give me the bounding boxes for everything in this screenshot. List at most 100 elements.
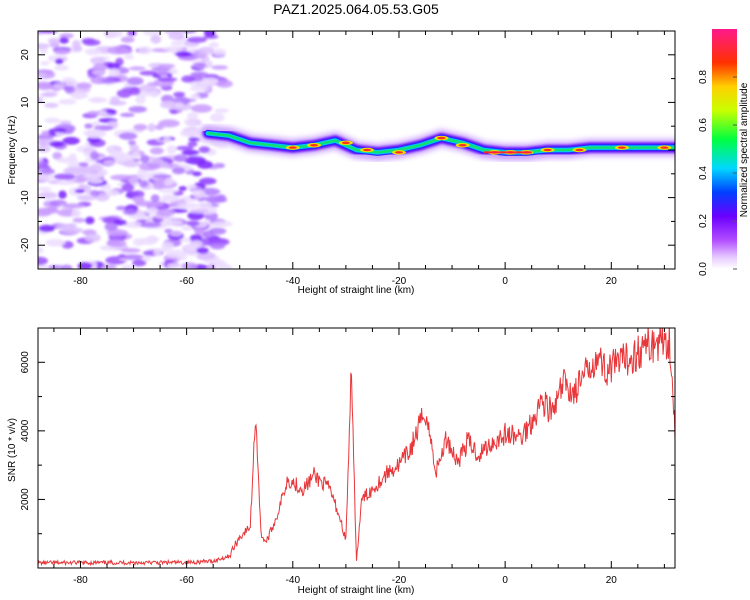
- noise-blob: [44, 117, 61, 124]
- noise-blob: [147, 123, 156, 132]
- noise-blob: [120, 36, 135, 43]
- noise-blob: [59, 120, 72, 126]
- noise-blob: [154, 124, 164, 130]
- noise-blob: [77, 262, 93, 269]
- noise-blob: [74, 189, 86, 194]
- noise-blob: [116, 89, 132, 98]
- noise-blob: [161, 219, 173, 227]
- noise-blob: [169, 230, 183, 237]
- noise-blob: [211, 65, 229, 70]
- noise-blob: [38, 161, 48, 167]
- noise-blob: [85, 129, 107, 139]
- noise-blob: [58, 190, 67, 199]
- ridge-peak-core: [394, 151, 403, 154]
- noise-blob: [192, 189, 206, 199]
- noise-blob: [189, 86, 210, 92]
- noise-blob: [85, 216, 95, 225]
- noise-blob: [54, 64, 69, 71]
- x-tick-label: -60: [179, 276, 194, 287]
- figure-title: PAZ1.2025.064.05.53.G05: [273, 1, 439, 17]
- noise-blob: [110, 174, 132, 181]
- y-tick-label: 6000: [20, 351, 31, 374]
- noise-blob: [38, 134, 54, 141]
- noise-blob: [140, 154, 150, 164]
- ridge-peak-core: [660, 146, 669, 149]
- noise-blob: [129, 144, 140, 151]
- noise-blob: [162, 136, 172, 144]
- x-tick-label: -40: [286, 276, 301, 287]
- snr-x-axis: -80 -60 -40 -20 0 20: [53, 328, 665, 586]
- noise-blob: [59, 33, 74, 39]
- noise-blob: [53, 48, 71, 55]
- noise-blob: [197, 160, 213, 169]
- noise-blob: [182, 31, 197, 34]
- noise-blob: [105, 146, 115, 151]
- noise-blob: [159, 161, 169, 169]
- noise-blob: [169, 109, 179, 115]
- noise-blob: [158, 188, 179, 194]
- noise-blob: [84, 123, 93, 129]
- noise-blob: [38, 43, 50, 49]
- noise-blob: [158, 63, 175, 69]
- ridge-peak-core: [617, 146, 626, 149]
- noise-blob: [64, 86, 75, 94]
- noise-blob: [52, 151, 63, 160]
- noise-blob: [196, 247, 209, 254]
- noise-blob: [138, 84, 156, 93]
- noise-blob: [75, 82, 92, 90]
- noise-blob: [127, 140, 137, 146]
- noise-blob: [107, 31, 123, 38]
- noise-blob: [159, 197, 179, 203]
- noise-blob: [43, 91, 58, 97]
- colorbar-tick-label: 0.6: [698, 118, 709, 132]
- colorbar-tick-label: 0.8: [698, 70, 709, 84]
- noise-blob: [122, 161, 140, 168]
- noise-blob: [40, 168, 55, 175]
- noise-blob: [109, 150, 125, 158]
- noise-blob: [147, 163, 162, 170]
- colorbar-tick-label: 0.0: [698, 262, 709, 276]
- noise-blob: [119, 112, 135, 117]
- noise-blob: [181, 225, 193, 231]
- snr-panel: -80 -60 -40 -20 0 20 2000 4000 6000 Height of s…: [7, 327, 676, 596]
- noise-blob: [38, 264, 49, 269]
- x-tick-label: -20: [392, 575, 407, 586]
- noise-blob: [175, 51, 192, 57]
- noise-blob: [208, 42, 220, 48]
- noise-blob: [90, 189, 100, 197]
- noise-blob: [128, 106, 147, 113]
- noise-blob: [53, 173, 76, 180]
- noise-blob: [48, 206, 59, 211]
- noise-blob: [76, 194, 97, 201]
- noise-blob: [207, 238, 228, 243]
- noise-blob: [215, 79, 233, 88]
- noise-blob: [157, 69, 169, 77]
- noise-blob: [170, 41, 184, 46]
- x-tick-label: -60: [179, 575, 194, 586]
- noise-blob: [84, 48, 102, 56]
- noise-blob: [38, 81, 55, 91]
- noise-blob: [208, 227, 227, 235]
- noise-blob: [38, 96, 44, 104]
- noise-blob: [215, 194, 227, 203]
- noise-blob: [53, 82, 66, 90]
- noise-blob: [212, 48, 227, 57]
- noise-blob: [60, 264, 73, 269]
- snr-x-label: Height of straight line (km): [298, 585, 415, 596]
- y-tick-label: 2000: [20, 488, 31, 511]
- noise-blob: [48, 38, 60, 46]
- spectrogram-y-label: Frequency (Hz): [7, 116, 18, 185]
- x-tick-label: -80: [73, 276, 88, 287]
- spectrogram-y-axis: -20 -10 0 10 20: [20, 30, 675, 270]
- noise-blob: [161, 241, 174, 251]
- noise-blob: [187, 141, 198, 147]
- noise-blob: [152, 182, 166, 190]
- noise-blob: [92, 69, 106, 76]
- x-tick-label: -20: [392, 276, 407, 287]
- noise-blob: [211, 220, 233, 228]
- noise-blob: [173, 91, 186, 98]
- noise-blob: [38, 31, 58, 34]
- noise-blob: [64, 166, 85, 175]
- noise-blob: [186, 184, 198, 189]
- noise-blob: [44, 102, 59, 108]
